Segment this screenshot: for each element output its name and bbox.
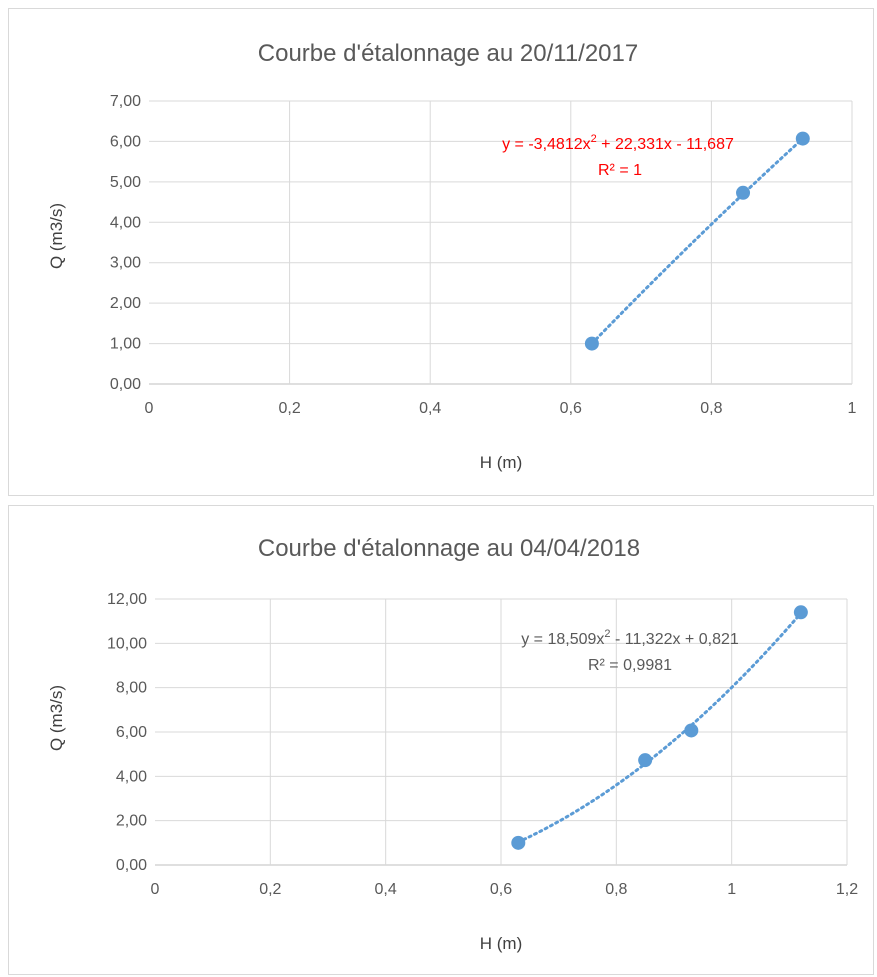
- x-tick-label: 0,6: [490, 881, 512, 898]
- y-tick-label: 2,00: [116, 813, 147, 830]
- y-tick-label: 1,00: [110, 336, 141, 353]
- chart-panel-2018: Courbe d'étalonnage au 04/04/2018 0,00 2,…: [8, 505, 874, 975]
- y-tick-label: 2,00: [110, 295, 141, 312]
- x-axis-label: H (m): [480, 934, 522, 953]
- y-axis-label: Q (m3/s): [47, 203, 66, 269]
- y-tick-label: 4,00: [116, 768, 147, 785]
- x-tick-label: 0,4: [375, 881, 397, 898]
- x-tick-label: 0: [145, 400, 154, 417]
- x-axis-label: H (m): [480, 453, 522, 472]
- y-axis-label: Q (m3/s): [47, 685, 66, 751]
- trendline: [590, 137, 805, 346]
- y-tick-label: 0,00: [116, 857, 147, 874]
- y-tick-label: 6,00: [110, 133, 141, 150]
- trendline-equation: y = 18,509x2 - 11,322x + 0,821: [521, 628, 739, 648]
- data-point: [795, 131, 810, 146]
- chart-2017: Courbe d'étalonnage au 20/11/2017 0,00 1,…: [47, 40, 857, 472]
- x-tick-label: 1: [727, 881, 736, 898]
- data-point: [736, 185, 751, 200]
- x-tick-label: 0,4: [419, 400, 441, 417]
- data-points: [511, 605, 808, 850]
- r-squared-label: R² = 1: [598, 162, 642, 179]
- trendline-equation: y = -3,4812x2 + 22,331x - 11,687: [502, 133, 734, 153]
- y-tick-label: 6,00: [116, 724, 147, 741]
- data-point: [684, 723, 699, 738]
- y-tick-labels: 0,00 1,00 2,00 3,00 4,00 5,00 6,00 7,00: [110, 93, 141, 393]
- y-tick-labels: 0,00 2,00 4,00 6,00 8,00 10,00 12,00: [107, 591, 147, 874]
- x-tick-label: 0,6: [560, 400, 582, 417]
- x-tick-labels: 0 0,2 0,4 0,6 0,8 1: [145, 400, 857, 417]
- y-tick-label: 10,00: [107, 635, 147, 652]
- data-point: [584, 336, 599, 351]
- chart-2018: Courbe d'étalonnage au 04/04/2018 0,00 2,…: [47, 535, 859, 953]
- data-point: [511, 835, 526, 850]
- trendline: [516, 611, 803, 844]
- y-tick-label: 0,00: [110, 376, 141, 393]
- r-squared-label: R² = 0,9981: [588, 657, 672, 674]
- x-tick-label: 0,2: [259, 881, 281, 898]
- chart-title: Courbe d'étalonnage au 20/11/2017: [258, 40, 638, 67]
- x-tick-label: 1,2: [836, 881, 858, 898]
- x-tick-label: 0,8: [700, 400, 722, 417]
- y-tick-label: 3,00: [110, 255, 141, 272]
- x-tick-label: 1: [848, 400, 857, 417]
- y-tick-label: 12,00: [107, 591, 147, 608]
- y-tick-label: 5,00: [110, 174, 141, 191]
- data-points: [584, 131, 810, 351]
- x-tick-labels: 0 0,2 0,4 0,6 0,8 1 1,2: [151, 881, 859, 898]
- y-tick-label: 8,00: [116, 680, 147, 697]
- chart-title: Courbe d'étalonnage au 04/04/2018: [258, 535, 640, 562]
- y-tick-label: 7,00: [110, 93, 141, 110]
- x-tick-label: 0,8: [605, 881, 627, 898]
- chart-panel-2017: Courbe d'étalonnage au 20/11/2017 0,00 1,…: [8, 8, 874, 496]
- y-tick-label: 4,00: [110, 214, 141, 231]
- x-tick-label: 0: [151, 881, 160, 898]
- data-point: [793, 605, 808, 620]
- x-tick-label: 0,2: [278, 400, 300, 417]
- gridlines: [155, 598, 848, 866]
- gridlines: [149, 100, 853, 385]
- data-point: [638, 753, 653, 768]
